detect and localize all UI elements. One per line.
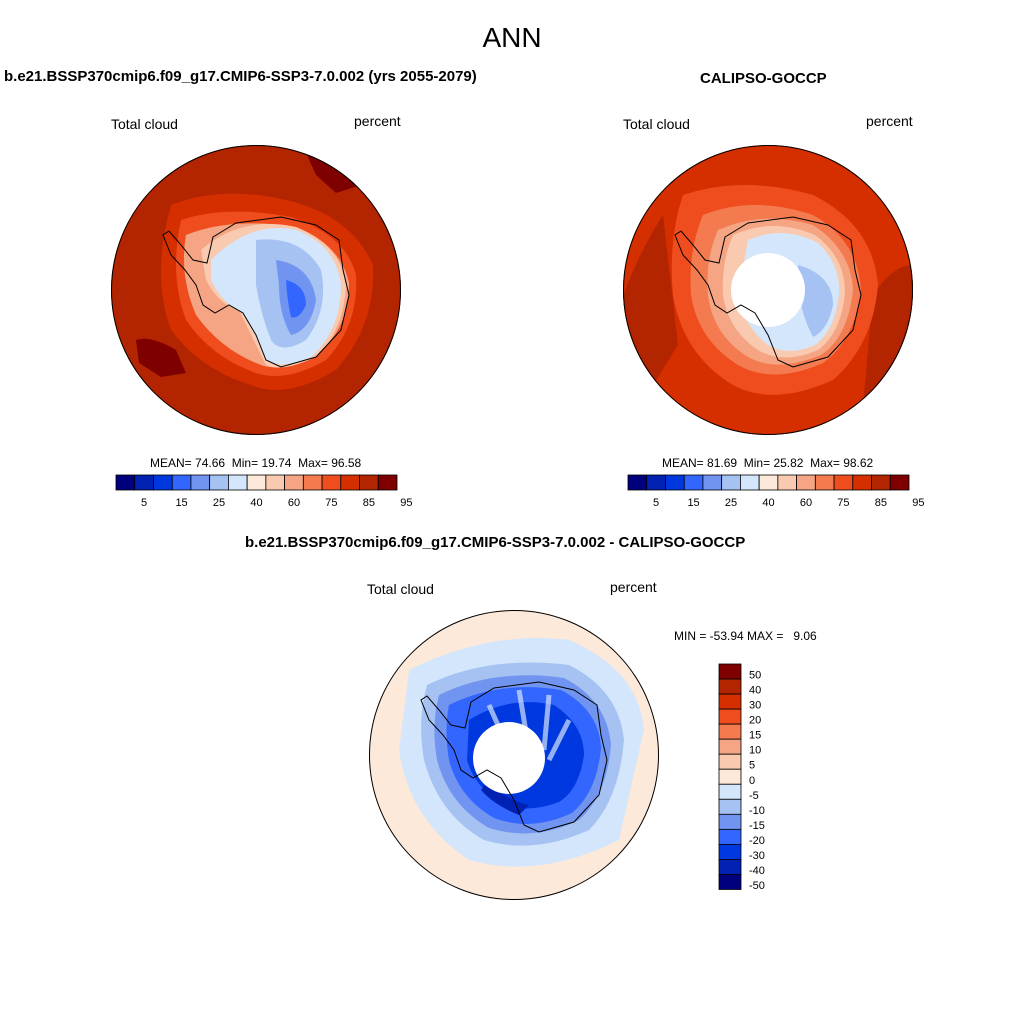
model-colorbar-bin (171, 474, 192, 491)
diff-colorbar-bin (718, 768, 742, 785)
model-colorbar-bin (340, 474, 360, 491)
model-colorbar-bin (246, 474, 267, 491)
obs-colorbar-tick: 25 (725, 497, 737, 509)
model-colorbar-bin (190, 474, 211, 491)
diff-colorbar-tick: 5 (749, 760, 755, 772)
model-colorbar-bin (321, 474, 342, 491)
model-colorbar-tick: 5 (141, 497, 147, 509)
diff-colorbar-bin (718, 693, 742, 710)
diff-colorbar-tick: -20 (749, 835, 765, 847)
model-colorbar-tick: 75 (325, 497, 337, 509)
diff-colorbar-bin (718, 783, 742, 800)
obs-colorbar-bin (627, 474, 648, 491)
model-colorbar-bin (284, 474, 304, 491)
diff-colorbar-bin (718, 798, 742, 815)
diff-colorbar-tick: 10 (749, 745, 761, 757)
model-colorbar-bin (115, 474, 136, 491)
model-colorbar-bin (209, 474, 229, 491)
diff-colorbar-bin (718, 708, 742, 725)
diff-colorbar-tick: -10 (749, 805, 765, 817)
model-colorbar-tick: 15 (175, 497, 187, 509)
diff-polar-map (369, 610, 659, 900)
obs-colorbar-tick: 15 (687, 497, 699, 509)
diff-colorbar-tick: -5 (749, 790, 759, 802)
obs-stats: MEAN= 81.69 Min= 25.82 Max= 98.62 (662, 456, 874, 470)
diff-units-label: percent (610, 579, 657, 595)
obs-colorbar-bin (833, 474, 854, 491)
model-colorbar: 5 15 25 40 60 75 85 95 (115, 474, 412, 509)
obs-colorbar-bin (777, 474, 798, 491)
model-polar-map (111, 145, 401, 435)
obs-colorbar-tick: 40 (762, 497, 774, 509)
obs-colorbar-bin (889, 474, 910, 491)
obs-colorbar-tick: 75 (837, 497, 849, 509)
obs-colorbar-bin (758, 474, 779, 491)
obs-panel-title: CALIPSO-GOCCP (700, 70, 827, 87)
diff-colorbar-tick: -50 (749, 880, 765, 892)
obs-field-label: Total cloud (623, 116, 690, 132)
diff-colorbar-bin (718, 753, 742, 770)
obs-colorbar-bin (702, 474, 723, 491)
diff-colorbar-tick: 30 (749, 700, 761, 712)
diff-colorbar-bin (718, 663, 742, 680)
obs-colorbar-bin (796, 474, 816, 491)
diff-colorbar-bin (718, 874, 742, 890)
diff-colorbar-bin (718, 678, 742, 695)
obs-colorbar-tick: 60 (800, 497, 812, 509)
model-colorbar-tick: 40 (250, 497, 262, 509)
diff-colorbar-tick: 50 (749, 670, 761, 682)
diff-colorbar-tick: -30 (749, 850, 765, 862)
model-colorbar-bin (359, 474, 379, 491)
obs-colorbar-bin (852, 474, 872, 491)
diff-colorbar-bin (718, 813, 742, 830)
diff-colorbar-bin (718, 859, 742, 875)
diff-colorbar-tick: 20 (749, 715, 761, 727)
diff-colorbar-tick: 40 (749, 685, 761, 697)
diff-colorbar-bin (718, 738, 742, 755)
obs-colorbar-bin (871, 474, 891, 491)
diff-colorbar-bin (718, 723, 742, 740)
diff-colorbar-tick: 15 (749, 730, 761, 742)
diff-colorbar-tick: -40 (749, 865, 765, 877)
model-colorbar-bin (377, 474, 398, 491)
model-colorbar-tick: 60 (288, 497, 300, 509)
model-colorbar-bin (302, 474, 323, 491)
obs-colorbar-bin (721, 474, 741, 491)
diff-colorbar-tick: -15 (749, 820, 765, 832)
model-colorbar-bin (228, 474, 248, 491)
obs-colorbar-bin (665, 474, 685, 491)
diff-field-label: Total cloud (367, 581, 434, 597)
model-colorbar-tick: 85 (363, 497, 375, 509)
model-stats: MEAN= 74.66 Min= 19.74 Max= 96.58 (150, 456, 362, 470)
obs-colorbar-tick: 95 (912, 497, 924, 509)
diff-panel-title: b.e21.BSSP370cmip6.f09_g17.CMIP6-SSP3-7.… (245, 534, 746, 551)
obs-units-label: percent (866, 113, 913, 129)
obs-colorbar-bin (646, 474, 666, 491)
model-colorbar-bin (134, 474, 154, 491)
model-colorbar-bin (265, 474, 286, 491)
figure-title: ANN (482, 22, 542, 53)
obs-polar-map (623, 145, 913, 435)
diff-minmax: MIN = -53.94 MAX = 9.06 (674, 629, 817, 643)
diff-colorbar-bin (718, 828, 742, 845)
obs-colorbar-bin (814, 474, 835, 491)
diff-colorbar-bin (718, 843, 742, 860)
obs-colorbar-bin (683, 474, 704, 491)
model-colorbar-tick: 95 (400, 497, 412, 509)
model-colorbar-bin (153, 474, 173, 491)
obs-colorbar: 5 15 25 40 60 75 85 95 (627, 474, 924, 509)
model-units-label: percent (354, 113, 401, 129)
diff-colorbar-tick: 0 (749, 775, 755, 787)
obs-colorbar-tick: 5 (653, 497, 659, 509)
model-colorbar-tick: 25 (213, 497, 225, 509)
obs-colorbar-tick: 85 (875, 497, 887, 509)
obs-colorbar-bin (740, 474, 760, 491)
model-field-label: Total cloud (111, 116, 178, 132)
model-panel-title: b.e21.BSSP370cmip6.f09_g17.CMIP6-SSP3-7.… (4, 68, 477, 85)
